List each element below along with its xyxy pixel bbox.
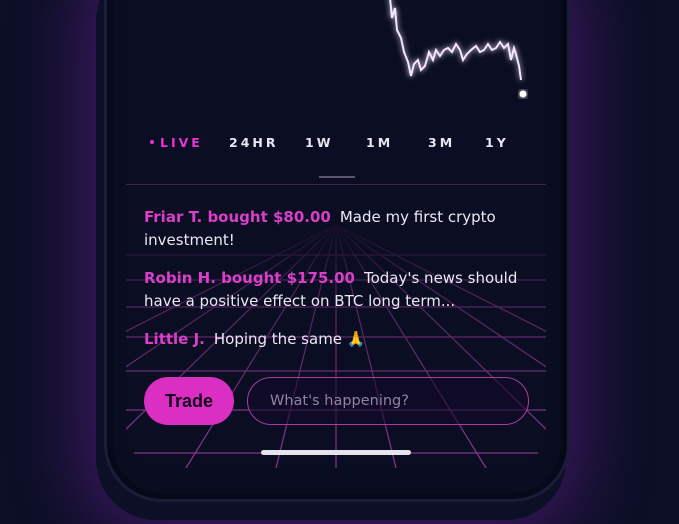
feed-item: Robin H. bought $175.00 Today's news shou… [144,267,539,313]
tab-24hr[interactable]: 24HR [229,135,279,150]
feed-item: Friar T. bought $80.00 Made my first cryp… [144,206,539,252]
feed-user: Friar T. bought $80.00 [144,208,331,226]
tab-1m[interactable]: 1M [366,135,394,150]
live-dot-icon [150,139,154,144]
price-chart [389,0,527,98]
activity-feed: Friar T. bought $80.00 Made my first cryp… [144,206,539,366]
tab-1y[interactable]: 1Y [485,135,509,150]
tab-1w[interactable]: 1W [305,135,334,150]
app-screen: LIVE 24HR 1W 1M 3M 1Y [126,0,546,468]
timeframe-tabs: LIVE 24HR 1W 1M 3M 1Y [126,135,546,159]
feed-item: Little J. Hoping the same 🙏 [144,328,539,351]
price-line [389,0,522,81]
message-input[interactable] [248,378,510,424]
tab-indicator [319,176,355,178]
feed-text: Made my first crypto investment! [144,208,496,249]
feed-text: Hoping the same 🙏 [213,330,366,348]
feed-user: Robin H. bought $175.00 [144,269,355,287]
divider [126,184,546,185]
home-indicator[interactable] [261,450,411,455]
message-input-wrapper [247,377,529,425]
feed-user: Little J. [144,330,205,348]
tab-live[interactable]: LIVE [150,135,203,150]
tab-3m[interactable]: 3M [428,135,456,150]
price-endpoint [519,90,527,98]
trade-button[interactable]: Trade [144,377,234,425]
feed-text: Today's news should have a positive effe… [144,269,518,310]
